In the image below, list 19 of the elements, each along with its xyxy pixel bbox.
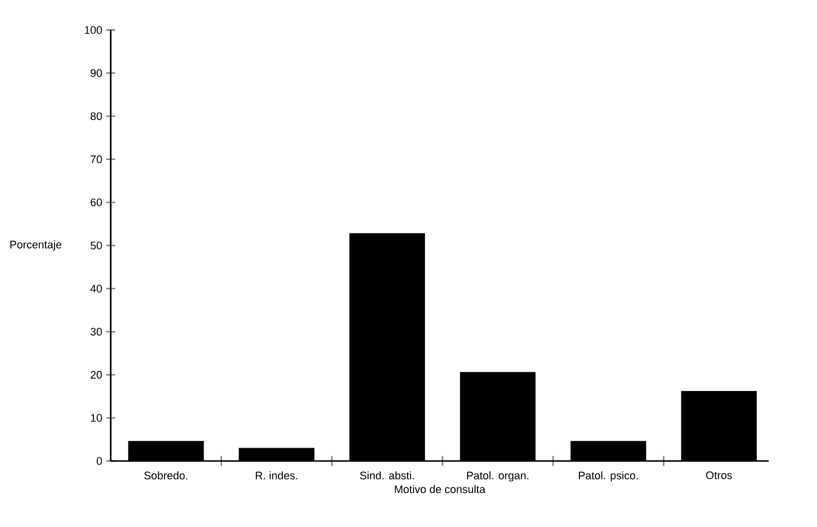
y-axis-title: Porcentaje [10,240,62,251]
x-tick-label: Patol. organ. [467,471,528,482]
x-tick-label: Sind. absti. [360,471,414,480]
x-tick-label: Otros [706,471,732,480]
y-tick-label: 0 [96,457,102,465]
y-tick-label: 10 [90,414,102,422]
y-tick-label: 80 [90,112,102,120]
y-tick-label: 90 [90,69,102,77]
x-tick-label: R. indes. [256,471,298,480]
x-tick-label: Sobredo. [144,471,188,480]
y-tick-label: 100 [84,26,102,34]
y-tick-label: 40 [90,284,102,292]
y-tick-label: 50 [90,242,102,250]
y-tick-label: 20 [90,370,102,379]
x-tick-label: Patol. psico. [578,471,638,482]
y-tick-label: 30 [90,328,102,336]
x-axis-title: Motivo de consulta [394,485,486,494]
y-tick-label: 60 [90,198,102,206]
y-tick-label: 70 [90,155,102,164]
